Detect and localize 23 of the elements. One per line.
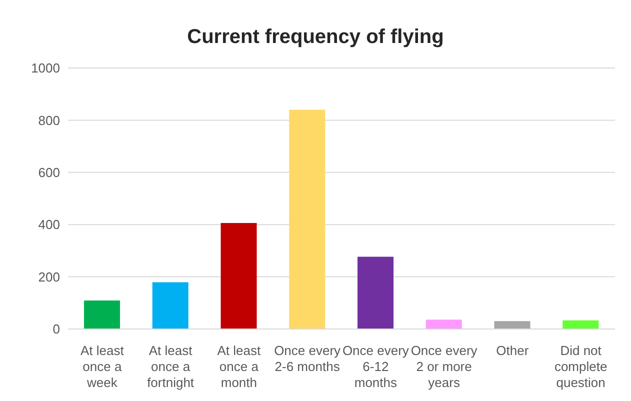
x-tick-label: Once every 2-6 months	[274, 343, 342, 374]
chart-title: Current frequency of flying	[186, 25, 445, 50]
x-tick-label: At least once a fortnight	[147, 343, 194, 390]
x-tick-label: Once every 6-12 months	[342, 343, 410, 390]
y-tick-label: 400	[38, 217, 60, 232]
x-tick-label: Other	[496, 343, 530, 358]
x-tick-label: Did not complete question	[554, 343, 608, 390]
x-tick-label: At least once a month	[217, 343, 261, 390]
bar	[152, 282, 188, 329]
y-tick-label: 800	[38, 112, 60, 128]
x-tick-label: Once every 2 or more years	[410, 343, 478, 390]
y-tick-label: 0	[52, 322, 60, 337]
bar	[358, 256, 394, 329]
bar	[426, 320, 462, 329]
bar	[289, 110, 326, 329]
bar	[494, 321, 530, 329]
x-tick-label: At least once a week	[80, 343, 124, 390]
y-tick-label: 200	[38, 269, 60, 284]
y-tick-label: 600	[38, 165, 60, 180]
bar	[220, 223, 257, 329]
bar	[562, 320, 599, 329]
y-tick-label: 1000	[31, 60, 60, 76]
bar	[84, 300, 120, 329]
